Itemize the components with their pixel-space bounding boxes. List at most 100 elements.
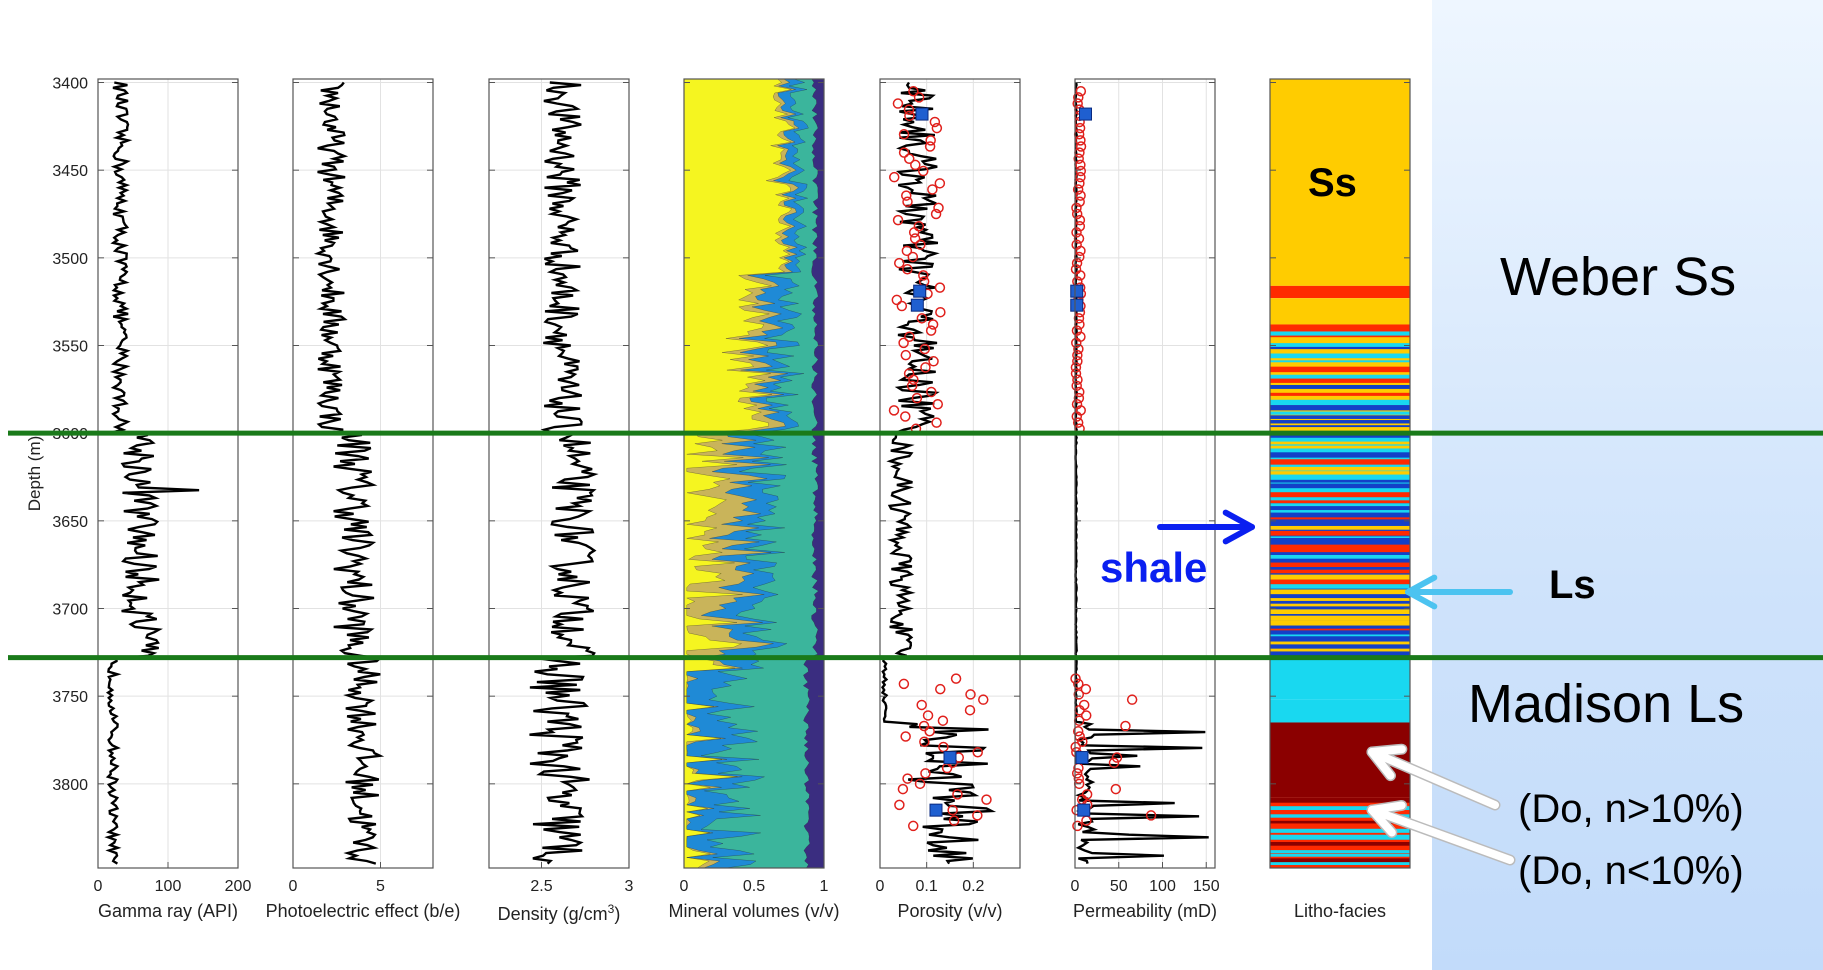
porosity-core-point [920,768,931,779]
x-axis-label: Density (g/cm3) [498,902,621,924]
porosity-core-point [922,710,934,721]
permeability-core-point [1074,270,1086,281]
porosity-core-point [897,783,909,795]
facies-interval-dolomite_low [1270,285,1410,299]
porosity-core-point [898,337,909,349]
facies-stripe [1270,415,1410,419]
x-tick-label: 0.5 [743,878,765,895]
do-low-label: (Do, n<10%) [1518,849,1744,893]
x-tick-label: 150 [1193,878,1220,895]
facies-stripe [1270,384,1410,389]
x-tick-label: 0 [289,878,298,895]
do-low-arrow [1366,799,1516,866]
porosity-core-point [908,374,919,385]
permeability-core-point [1075,245,1086,257]
porosity-core-point [925,325,937,336]
do-high-arrow [1366,743,1501,811]
permeability-core-square [1075,751,1089,765]
facies-stripe [1270,562,1410,568]
porosity-core-point [952,789,963,800]
facies-stripe [1270,346,1410,350]
shale-arrow [1157,509,1255,545]
facies-stripe [1270,589,1410,595]
facies-stripe [1270,536,1410,538]
porosity-core-point [893,257,905,269]
permeability-core-point [1071,768,1083,779]
porosity-core-square [913,284,927,298]
permeability-core-point [1072,349,1083,361]
facies-stripe [1270,366,1410,373]
porosity-core-point [920,362,931,373]
permeability-core-point [1073,689,1085,700]
permeability-core-point [1072,98,1083,109]
porosity-core-point [904,331,915,342]
facies-stripe [1270,503,1410,507]
track-frame [1074,78,1216,869]
porosity-core-point [918,720,930,732]
x-axis-label: Porosity (v/v) [897,901,1002,921]
facies-stripe [1270,544,1410,549]
facies-interval-limestone [1270,657,1410,700]
y-tick-label: 3650 [52,514,88,531]
porosity-core-square [910,298,924,312]
facies-stripe [1270,628,1410,631]
track-frame [1269,78,1411,869]
facies-stripe [1270,378,1410,383]
porosity-core-point [981,794,992,805]
permeability-core-point [1075,165,1087,177]
arrow-head [1368,801,1406,837]
permeability-core-square [1070,284,1084,298]
porosity-curve [880,81,997,865]
y-tick-label: 3400 [52,76,88,93]
track-mineral-volumes: 0 0.5 1 Mineral volumes (v/v) [668,78,840,921]
porosity-core-point [888,405,900,416]
porosity-core-point [898,128,910,140]
facies-stripe [1270,492,1410,498]
track-frame [488,78,630,869]
permeability-core-point [1080,683,1092,695]
facies-stripe [1270,459,1410,465]
y-tick-label: 3800 [52,777,88,794]
porosity-core-point [910,159,921,171]
y-tick-label: 3550 [52,339,88,356]
facies-stripe [1270,634,1410,637]
facies-stripe [1270,620,1410,626]
porosity-core-point [948,815,960,826]
porosity-core-point [909,233,921,244]
permeability-core-point [1072,184,1084,195]
porosity-core-point [892,214,904,226]
porosity-core-point [916,699,927,711]
permeability-core-point [1072,725,1084,737]
permeability-core-point [1071,208,1083,220]
porosity-core-point [927,184,938,195]
facies-stripe [1270,814,1410,818]
porosity-core-point [900,731,911,742]
x-tick-label: 0.1 [916,878,938,895]
permeability-core-point [1075,135,1086,146]
porosity-core-point [907,820,919,832]
facies-stripe [1270,574,1410,580]
facies-stripe [1270,609,1410,615]
y-tick-label: 3450 [52,163,88,180]
facies-stripe [1270,500,1410,504]
permeability-core-point [1071,227,1082,238]
facies-stripe [1270,360,1410,363]
permeability-core-point [1075,190,1086,201]
porosity-core-point [908,86,919,97]
y-tick-label: 3750 [52,689,88,706]
x-tick-label: 0.2 [962,878,984,895]
boundary-layer [8,430,1823,661]
permeability-core-point [1108,757,1120,769]
porosity-core-point [933,202,944,214]
porosity-core-point [918,165,929,177]
density-curve [529,81,599,865]
porosity-core-point [929,116,941,128]
facies-interval-limestone [1270,699,1410,723]
permeability-core-square [1070,298,1084,312]
permeability-core-point [1073,773,1085,784]
x-tick-label: 5 [376,878,385,895]
facies-stripe [1270,479,1410,483]
facies-stripe [1270,420,1410,424]
